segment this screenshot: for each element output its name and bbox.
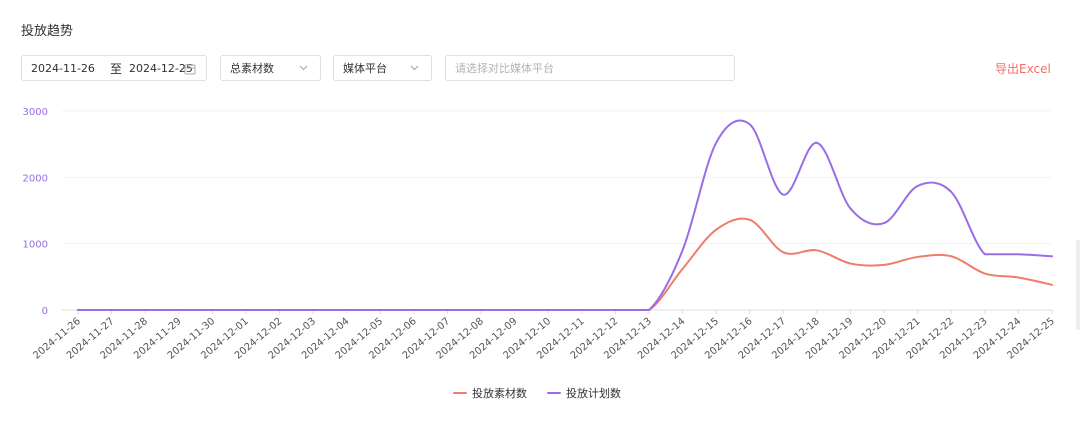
panel-title: 投放趋势: [21, 24, 74, 39]
legend-item-1[interactable]: 投放素材数: [453, 385, 527, 401]
date-range-picker[interactable]: 2024-11-26 至 2024-12-25: [21, 55, 207, 81]
legend-label: 投放计划数: [566, 387, 621, 400]
y-tick-label: 3000: [23, 107, 48, 118]
chevron-down-icon: [299, 65, 308, 71]
chart-legend: 投放素材数 投放计划数: [0, 385, 1080, 401]
platform-select-value: 媒体平台: [343, 62, 387, 75]
date-separator: 至: [109, 61, 122, 76]
series-line-1: [77, 217, 1053, 311]
y-tick-label: 0: [42, 306, 48, 317]
series-line-2: [77, 119, 1053, 311]
scrollbar-handle[interactable]: [1076, 240, 1080, 330]
date-end[interactable]: 2024-12-25: [128, 61, 193, 75]
legend-swatch: [547, 392, 561, 394]
compare-platform-input[interactable]: [445, 55, 735, 81]
platform-select[interactable]: 媒体平台: [333, 55, 432, 81]
y-tick-label: 1000: [23, 240, 48, 251]
trend-chart: 01000200030002024-11-262024-11-272024-11…: [23, 107, 1057, 362]
date-start[interactable]: 2024-11-26: [31, 61, 95, 75]
legend-label: 投放素材数: [472, 387, 527, 400]
chevron-down-icon: [410, 65, 419, 71]
material-select[interactable]: 总素材数: [220, 55, 321, 81]
y-tick-label: 2000: [23, 173, 48, 184]
calendar-icon: [184, 64, 196, 75]
legend-item-2[interactable]: 投放计划数: [547, 385, 621, 401]
export-excel-button[interactable]: 导出Excel: [995, 62, 1051, 76]
material-select-value: 总素材数: [230, 62, 274, 75]
legend-swatch: [453, 392, 467, 394]
